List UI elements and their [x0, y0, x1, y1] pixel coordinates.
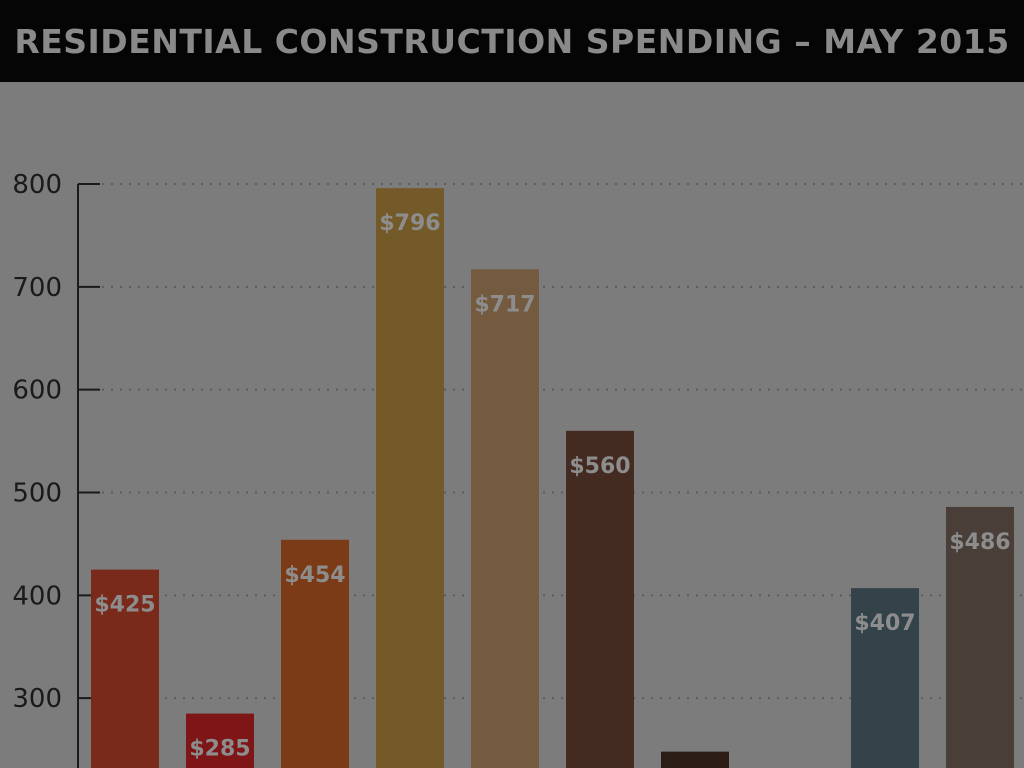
bar-value-label: $454 — [284, 563, 345, 588]
bar — [471, 269, 539, 768]
bar-value-label: $425 — [94, 593, 155, 618]
chart-title: RESIDENTIAL CONSTRUCTION SPENDING – MAY … — [14, 21, 1010, 61]
bar — [186, 713, 254, 768]
y-tick-label: 800 — [12, 170, 62, 200]
bar — [376, 188, 444, 768]
bar — [946, 506, 1014, 768]
y-tick-label: 400 — [12, 581, 62, 611]
bar — [281, 539, 349, 768]
bar — [851, 588, 919, 768]
title-bar: RESIDENTIAL CONSTRUCTION SPENDING – MAY … — [0, 0, 1024, 82]
y-tick-label: 500 — [12, 479, 62, 509]
y-tick-label: 300 — [12, 684, 62, 714]
bar-value-label: $560 — [569, 454, 630, 479]
bar-value-label: $796 — [379, 211, 440, 236]
bar — [661, 751, 729, 768]
bar-value-label: $285 — [189, 737, 250, 762]
y-tick-label: 600 — [12, 376, 62, 406]
y-tick-label: 700 — [12, 273, 62, 303]
bar-value-label: $407 — [854, 611, 915, 636]
bar — [91, 569, 159, 768]
bar-value-label: $717 — [474, 292, 535, 317]
bar-value-label: $486 — [949, 530, 1010, 555]
bar — [566, 430, 634, 768]
